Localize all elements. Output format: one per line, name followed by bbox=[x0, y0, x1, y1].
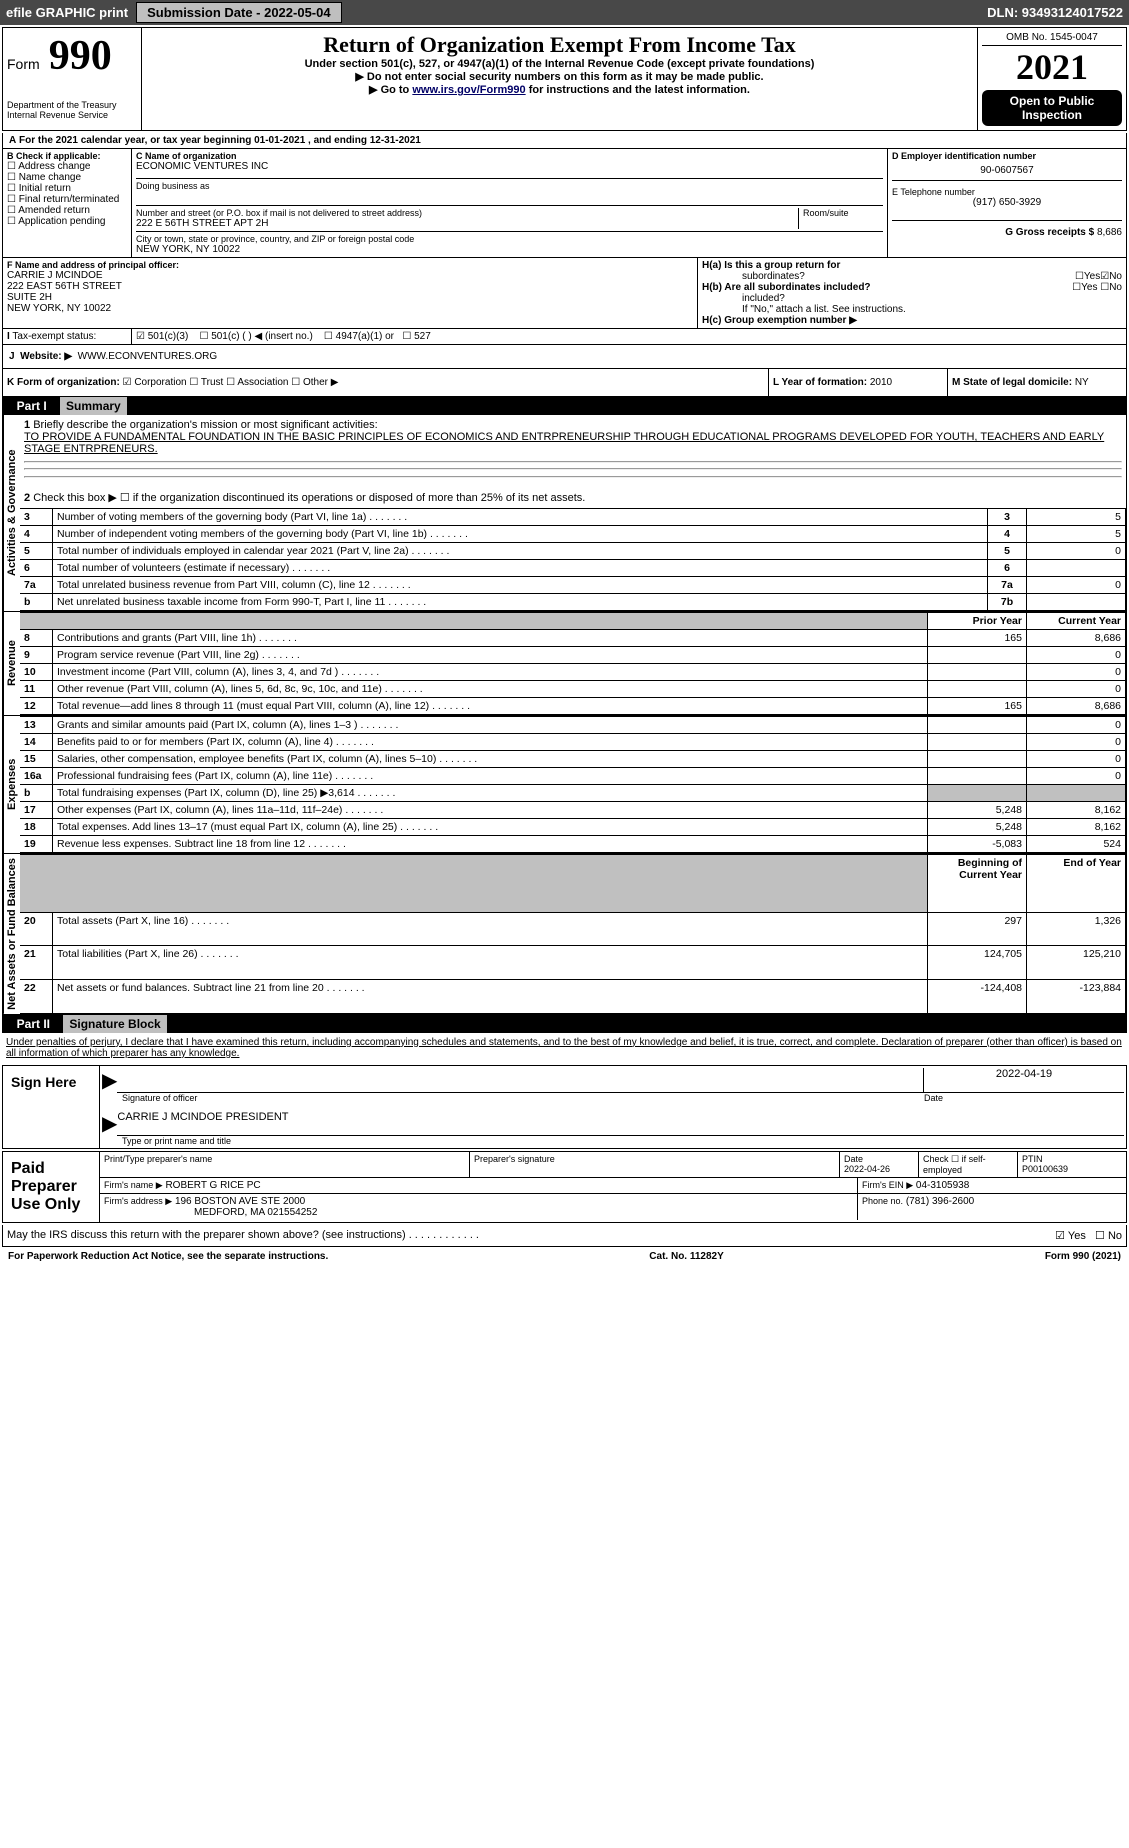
line2-text: Check this box ▶ ☐ if the organization d… bbox=[33, 492, 585, 504]
goto-line: ▶ Go to www.irs.gov/Form990 for instruct… bbox=[146, 83, 973, 96]
form-number: 990 bbox=[43, 33, 118, 79]
penalties-text: Under penalties of perjury, I declare th… bbox=[2, 1033, 1127, 1063]
officer-line-1: 222 EAST 56TH STREET bbox=[7, 281, 693, 292]
efile-topbar: efile GRAPHIC print Submission Date - 20… bbox=[0, 0, 1129, 25]
sign-here-label: Sign Here bbox=[3, 1066, 100, 1148]
h-c: H(c) Group exemption number ▶ bbox=[702, 315, 857, 326]
efile-label: efile GRAPHIC print bbox=[6, 5, 128, 20]
ssn-warning: ▶ Do not enter social security numbers o… bbox=[146, 70, 973, 83]
form-word: Form bbox=[7, 56, 40, 72]
footer-cat: Cat. No. 11282Y bbox=[649, 1251, 723, 1262]
c-label: C Name of organization bbox=[136, 151, 883, 161]
i-label: Tax-exempt status: bbox=[12, 331, 96, 342]
j-label: Website: ▶ bbox=[20, 351, 72, 362]
paid-label: Paid Preparer Use Only bbox=[3, 1152, 100, 1222]
officer-line-0: CARRIE J MCINDOE bbox=[7, 270, 693, 281]
side-expenses: Expenses bbox=[3, 716, 20, 853]
e-label: E Telephone number bbox=[892, 187, 1122, 197]
org-name: ECONOMIC VENTURES INC bbox=[136, 161, 883, 172]
l-label: L Year of formation: bbox=[773, 377, 867, 388]
chk-initial[interactable]: ☐ Initial return bbox=[7, 183, 127, 194]
dept-treasury: Department of the Treasury bbox=[7, 100, 137, 110]
d-label: D Employer identification number bbox=[892, 151, 1122, 161]
h-ifno: If "No," attach a list. See instructions… bbox=[702, 304, 1122, 315]
open-to-public: Open to Public Inspection bbox=[982, 90, 1122, 126]
dln-label: DLN: 93493124017522 bbox=[987, 5, 1123, 20]
f-label: F Name and address of principal officer: bbox=[7, 260, 693, 270]
part-2-bar: Part II Signature Block bbox=[2, 1015, 1127, 1033]
officer-line-2: SUITE 2H bbox=[7, 292, 693, 303]
paid-preparer-block: Paid Preparer Use Only Print/Type prepar… bbox=[2, 1151, 1127, 1223]
b-label: B Check if applicable: bbox=[7, 151, 127, 161]
city-value: NEW YORK, NY 10022 bbox=[136, 244, 883, 255]
officer-line-3: NEW YORK, NY 10022 bbox=[7, 303, 693, 314]
side-revenue: Revenue bbox=[3, 612, 20, 715]
irs-link[interactable]: www.irs.gov/Form990 bbox=[412, 84, 525, 96]
mission-text: TO PROVIDE A FUNDAMENTAL FOUNDATION IN T… bbox=[24, 431, 1104, 455]
omb-number: OMB No. 1545-0047 bbox=[982, 32, 1122, 46]
sign-block: Sign Here ▶2022-04-19 Signature of offic… bbox=[2, 1065, 1127, 1149]
irs-label: Internal Revenue Service bbox=[7, 110, 137, 120]
dba-label: Doing business as bbox=[136, 178, 883, 191]
line-a: A For the 2021 calendar year, or tax yea… bbox=[3, 133, 1126, 148]
chk-final[interactable]: ☐ Final return/terminated bbox=[7, 194, 127, 205]
line1-text: Briefly describe the organization's miss… bbox=[33, 419, 377, 431]
signer-name: CARRIE J MCINDOE PRESIDENT bbox=[117, 1111, 1124, 1136]
k-label: K Form of organization: bbox=[7, 377, 120, 388]
g-label: G Gross receipts $ bbox=[1005, 227, 1094, 238]
website-value: WWW.ECONVENTURES.ORG bbox=[78, 351, 217, 362]
footer-right: Form 990 (2021) bbox=[1045, 1251, 1121, 1262]
may-discuss: May the IRS discuss this return with the… bbox=[7, 1229, 479, 1242]
chk-amended[interactable]: ☐ Amended return bbox=[7, 205, 127, 216]
return-subtitle: Under section 501(c), 527, or 4947(a)(1)… bbox=[146, 58, 973, 70]
part-1-bar: Part I Summary bbox=[2, 397, 1127, 415]
chk-name[interactable]: ☐ Name change bbox=[7, 172, 127, 183]
phone-value: (917) 650-3929 bbox=[892, 197, 1122, 208]
chk-address[interactable]: ☐ Address change bbox=[7, 161, 127, 172]
submission-date-button[interactable]: Submission Date - 2022-05-04 bbox=[136, 2, 342, 23]
return-title: Return of Organization Exempt From Incom… bbox=[146, 32, 973, 58]
footer-left: For Paperwork Reduction Act Notice, see … bbox=[8, 1251, 328, 1262]
room-label: Room/suite bbox=[798, 208, 883, 229]
m-label: M State of legal domicile: bbox=[952, 377, 1072, 388]
gross-receipts: 8,686 bbox=[1097, 227, 1122, 238]
form-header: Form 990 Department of the Treasury Inte… bbox=[2, 27, 1127, 131]
ein-value: 90-0607567 bbox=[892, 161, 1122, 180]
side-activities: Activities & Governance bbox=[3, 415, 20, 611]
street-value: 222 E 56TH STREET APT 2H bbox=[136, 218, 798, 229]
tax-year: 2021 bbox=[982, 46, 1122, 88]
city-label: City or town, state or province, country… bbox=[136, 234, 883, 244]
street-label: Number and street (or P.O. box if mail i… bbox=[136, 208, 798, 218]
chk-pending[interactable]: ☐ Application pending bbox=[7, 216, 127, 227]
side-net: Net Assets or Fund Balances bbox=[3, 854, 20, 1014]
